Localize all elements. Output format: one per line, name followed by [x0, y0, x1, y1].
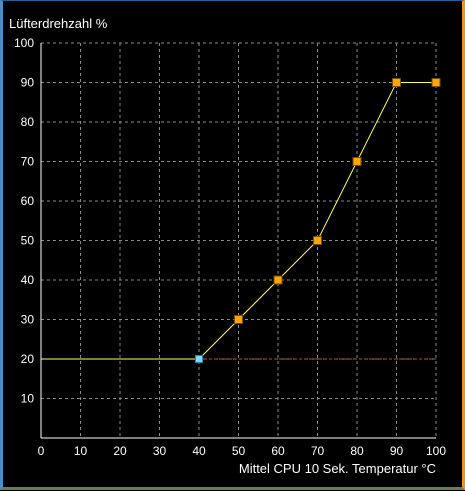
- x-tick-label: 40: [192, 444, 206, 458]
- x-tick-label: 60: [271, 444, 285, 458]
- curve-point[interactable]: [392, 78, 401, 87]
- y-tick-label: 50: [21, 234, 35, 248]
- y-tick-label: 80: [21, 115, 35, 129]
- y-tick-label: 40: [21, 273, 35, 287]
- curve-point[interactable]: [313, 236, 322, 245]
- x-tick-label: 80: [350, 444, 364, 458]
- curve-point[interactable]: [352, 157, 362, 166]
- y-tick-label: 20: [21, 352, 35, 366]
- y-tick-label: 60: [21, 194, 35, 208]
- axes: [40, 43, 436, 439]
- curve-point[interactable]: [431, 78, 441, 87]
- x-tick-label: 50: [232, 444, 246, 458]
- y-tick-label: 70: [21, 155, 35, 169]
- x-tick-label: 70: [311, 444, 325, 458]
- curve-point[interactable]: [234, 315, 243, 324]
- tick-labels: 0 10 20 30 40 50 60 70 80 90 100 10 20 30 40 50 60 70 80 90…: [14, 36, 446, 458]
- y-tick-label: 100: [14, 36, 34, 50]
- curve-point-selected[interactable]: [195, 355, 203, 363]
- curve-point[interactable]: [273, 275, 283, 285]
- x-tick-label: 20: [113, 444, 127, 458]
- curve-points[interactable]: [195, 78, 441, 363]
- y-axis-title: Lüfterdrehzahl %: [9, 16, 108, 31]
- y-tick-label: 30: [21, 313, 35, 327]
- x-axis-title: Mittel CPU 10 Sek. Temperatur °C: [239, 461, 436, 476]
- x-tick-label: 90: [390, 444, 404, 458]
- x-tick-label: 30: [153, 444, 167, 458]
- fan-curve-chart[interactable]: Lüfterdrehzahl % Mittel CPU 10 Sek. Temp…: [3, 1, 465, 491]
- x-tick-label: 0: [38, 444, 45, 458]
- x-tick-label: 100: [426, 444, 446, 458]
- y-tick-label: 90: [21, 76, 35, 90]
- x-tick-label: 10: [74, 444, 88, 458]
- y-tick-label: 10: [21, 392, 35, 406]
- grid: [41, 42, 437, 438]
